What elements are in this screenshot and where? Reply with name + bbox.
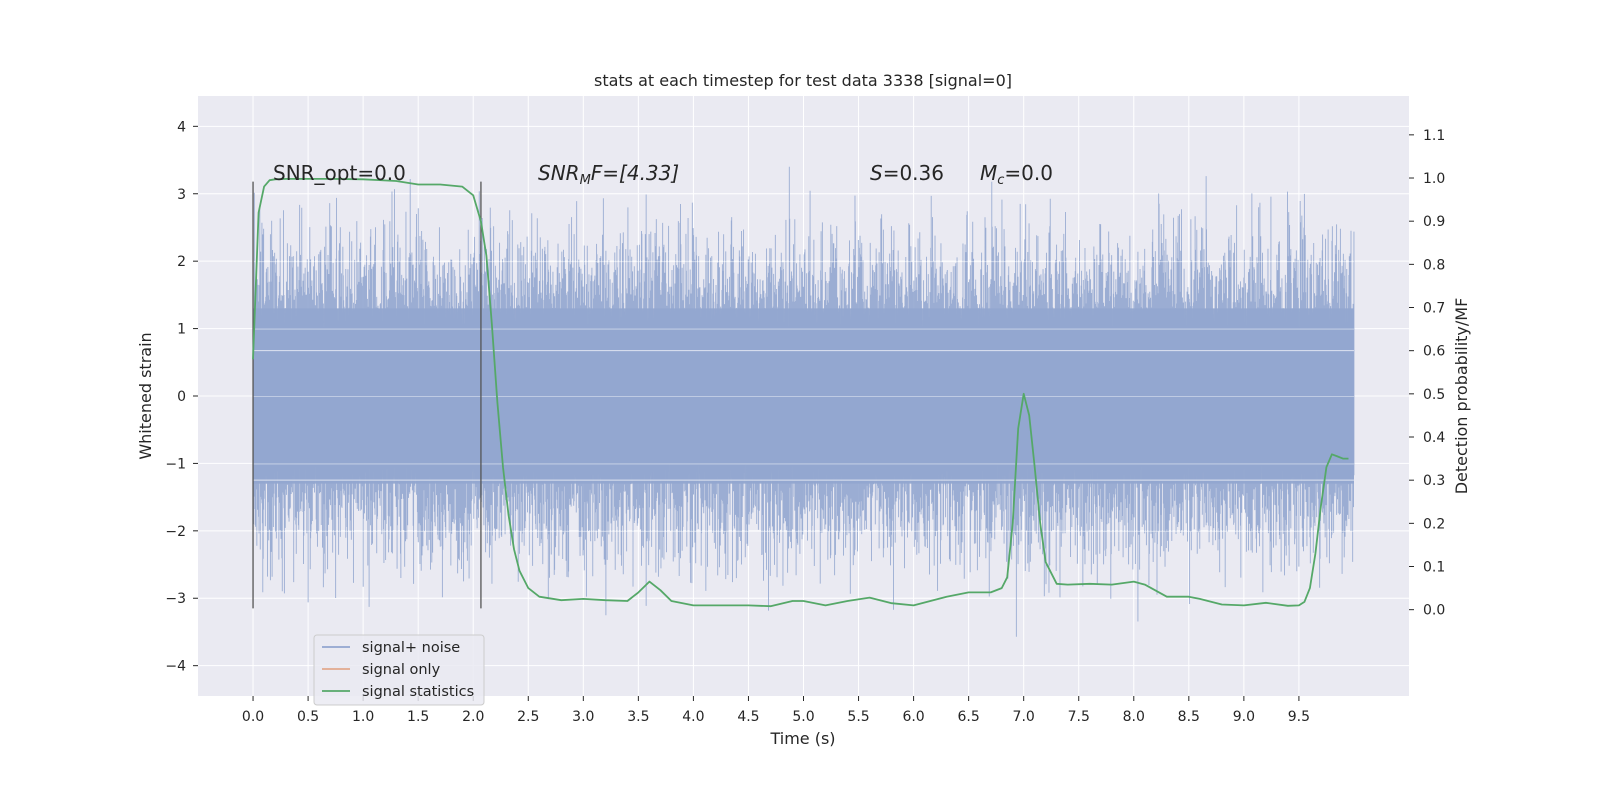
x-tick-label: 5.0: [792, 709, 814, 725]
x-tick-label: 5.5: [847, 709, 869, 725]
x-tick-label: 8.0: [1123, 709, 1145, 725]
x-tick-label: 3.0: [572, 709, 594, 725]
annotation-snr-mf-rest: F=[4.33]: [591, 161, 679, 185]
x-tick-label: 1.5: [407, 709, 429, 725]
y-right-tick-label: 0.4: [1423, 430, 1445, 446]
x-tick-label: 8.5: [1178, 709, 1200, 725]
annotation-snr-mf: SNRMF=[4.33]: [538, 161, 679, 188]
annotation-snr-mf-subscript: M: [580, 173, 591, 188]
y-right-tick-label: 0.8: [1423, 257, 1445, 273]
annotation-mc-value: =0.0: [1004, 161, 1053, 185]
y-right-tick-label: 1.1: [1423, 128, 1445, 144]
y-right-tick-label: 0.9: [1423, 214, 1445, 230]
x-tick-label: 0.0: [242, 709, 264, 725]
y-axis-left-ticks: 4 3 2 1 0 −1 −2 −3 −4: [165, 119, 198, 675]
annotation-s: S=0.36: [870, 161, 944, 185]
y-left-tick-label: 3: [177, 187, 186, 203]
annotation-snr-opt: SNR_opt=0.0: [273, 161, 406, 185]
y-left-tick-label: 4: [177, 119, 186, 135]
window-markers: [252, 181, 482, 609]
y-right-tick-label: 0.6: [1423, 344, 1445, 360]
y-left-tick-label: −2: [165, 524, 186, 540]
series-signal-statistics: [252, 177, 1349, 608]
annotation-mc-symbol: M: [980, 161, 997, 185]
y-left-tick-label: −4: [165, 659, 186, 675]
x-tick-label: 0.5: [297, 709, 319, 725]
x-tick-label: 1.0: [352, 709, 374, 725]
y-axis-left-label: Whitened strain: [136, 332, 155, 459]
annotation-s-value: =0.36: [883, 161, 944, 185]
y-right-tick-label: 0.1: [1423, 560, 1445, 576]
x-tick-label: 7.0: [1013, 709, 1035, 725]
y-right-tick-label: 1.0: [1423, 171, 1445, 187]
y-right-tick-label: 0.3: [1423, 473, 1445, 489]
y-left-tick-label: 1: [177, 322, 186, 338]
y-left-tick-label: −3: [165, 591, 186, 607]
x-tick-label: 3.5: [627, 709, 649, 725]
y-right-tick-label: 0.5: [1423, 387, 1445, 403]
y-left-tick-label: 0: [177, 389, 186, 405]
x-tick-label: 2.5: [517, 709, 539, 725]
annotation-s-symbol: S: [870, 161, 883, 185]
legend-box: [313, 634, 485, 706]
legend-label-signal-noise: signal+ noise: [362, 640, 460, 656]
x-tick-label: 6.5: [958, 709, 980, 725]
x-tick-label: 4.0: [682, 709, 704, 725]
y-left-tick-label: −1: [165, 456, 186, 472]
chart-title: stats at each timestep for test data 333…: [594, 71, 1012, 90]
x-tick-label: 2.0: [462, 709, 484, 725]
x-tick-label: 7.5: [1068, 709, 1090, 725]
annotation-mc: Mc=0.0: [980, 161, 1053, 188]
x-axis-ticks: 0.0 0.5 1.0 1.5 2.0 2.5 3.0 3.5 4.0 4.5 5.0 5.5 6.0 6…: [242, 696, 1310, 725]
legend-label-signal-only: signal only: [362, 662, 441, 678]
x-tick-label: 9.5: [1288, 709, 1310, 725]
annotation-snr-mf-symbol: SNR: [538, 161, 580, 185]
legend-label-signal-statistics: signal statistics: [362, 684, 474, 700]
x-axis-label: Time (s): [769, 729, 835, 748]
y-right-tick-label: 0.7: [1423, 301, 1445, 317]
signal-statistics-line: [252, 177, 1349, 608]
series-signal-noise: [252, 166, 1355, 637]
annotation-mc-subscript: c: [997, 173, 1004, 188]
y-axis-right-ticks: 1.1 1.0 0.9 0.8 0.7 0.6 0.5 0.4 0.3 0.2 0.1 0.0: [1409, 128, 1445, 619]
legend: signal+ noise signal only signal statist…: [313, 634, 485, 706]
x-tick-label: 6.0: [902, 709, 924, 725]
y-left-tick-label: 2: [177, 254, 186, 270]
y-right-tick-label: 0.0: [1423, 603, 1445, 619]
y-axis-right-label: Detection probability/MF: [1452, 298, 1471, 495]
y-right-tick-label: 0.2: [1423, 516, 1445, 532]
x-tick-label: 9.0: [1233, 709, 1255, 725]
x-tick-label: 4.5: [737, 709, 759, 725]
